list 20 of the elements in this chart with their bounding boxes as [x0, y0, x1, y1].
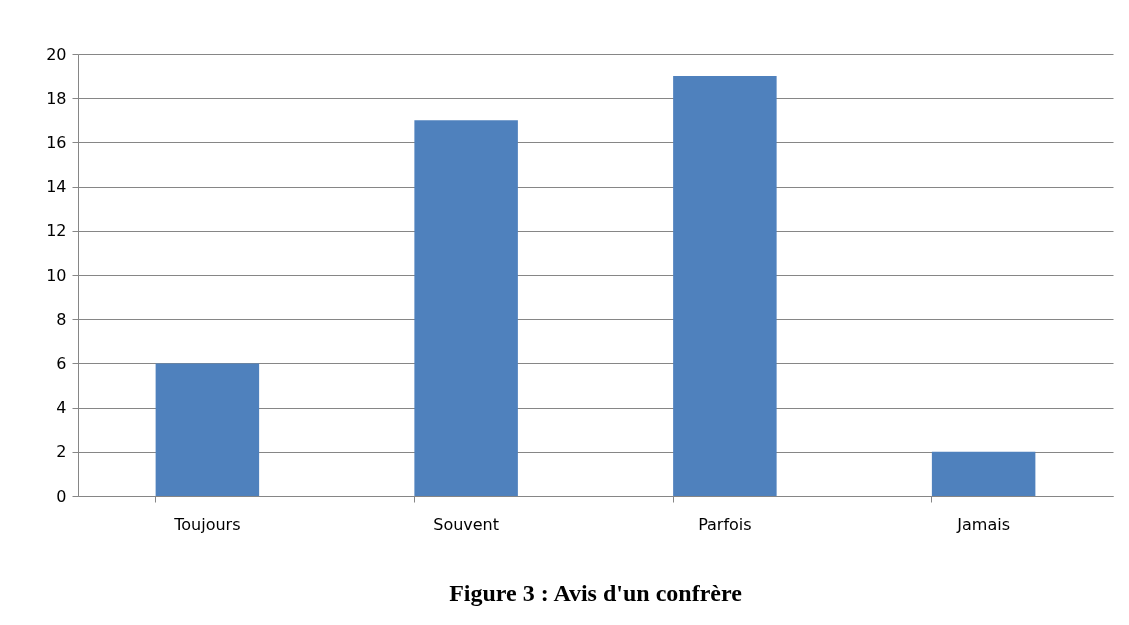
y-tick-label: 14 [46, 177, 67, 197]
y-tick-label: 20 [46, 44, 67, 64]
x-tick-label: Toujours [173, 514, 241, 534]
y-tick-label: 12 [46, 221, 67, 241]
x-tick-label: Souvent [433, 514, 500, 534]
y-tick-label: 6 [56, 353, 67, 373]
bar [673, 76, 777, 496]
bar [931, 451, 1036, 496]
x-tick-label: Parfois [698, 514, 752, 534]
y-tick-label: 2 [56, 442, 67, 462]
y-tick-label: 8 [56, 309, 67, 329]
y-tick-label: 4 [56, 398, 67, 418]
bar [414, 120, 518, 496]
y-tick-label: 0 [56, 486, 67, 506]
y-tick-label: 16 [46, 132, 67, 152]
text: Figure 3 : Avis d'un confrère [449, 580, 743, 606]
y-tick-label: 18 [46, 88, 67, 108]
x-tick-label: Jamais [956, 514, 1010, 534]
bar [155, 363, 260, 496]
y-tick-label: 10 [46, 265, 67, 285]
